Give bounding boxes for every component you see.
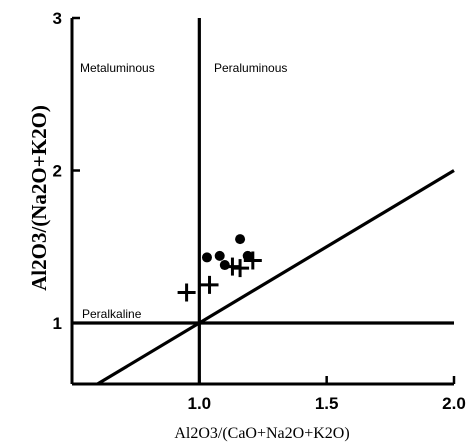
divider-diagonal	[96, 169, 455, 386]
data-point-circle	[201, 252, 212, 263]
y-tick-label: 2	[53, 162, 62, 181]
data-point-circle	[219, 260, 230, 271]
x-tick-label: 2.0	[442, 394, 466, 413]
region-label-peralkaline: Peralkaline	[82, 307, 142, 321]
y-tick-label: 3	[53, 9, 62, 28]
data-point-plus	[200, 275, 219, 294]
x-axis-title: Al2O3/(CaO+Na2O+K2O)	[174, 425, 349, 442]
divider-lines	[72, 18, 455, 386]
data-point-plus	[231, 259, 250, 278]
data-point-plus	[223, 257, 242, 276]
data-point-plus	[243, 251, 262, 270]
y-axis-title: Al2O3/(Na2O+K2O)	[27, 105, 51, 291]
data-point-circle	[214, 250, 225, 261]
region-label-metaluminous: Metaluminous	[80, 61, 155, 75]
data-points	[177, 234, 262, 302]
region-label-peraluminous: Peraluminous	[214, 61, 287, 75]
data-point-circle	[242, 250, 253, 261]
x-tick-label: 1.5	[315, 394, 339, 413]
data-point-circle	[235, 234, 246, 245]
region-labels: Metaluminous Peraluminous Peralkaline	[80, 61, 287, 321]
axis-ticks: 1 2 3 1.0 1.5 2.0	[53, 9, 466, 413]
y-tick-label: 1	[53, 314, 62, 333]
data-point-plus	[177, 283, 196, 302]
x-tick-label: 1.0	[188, 394, 212, 413]
